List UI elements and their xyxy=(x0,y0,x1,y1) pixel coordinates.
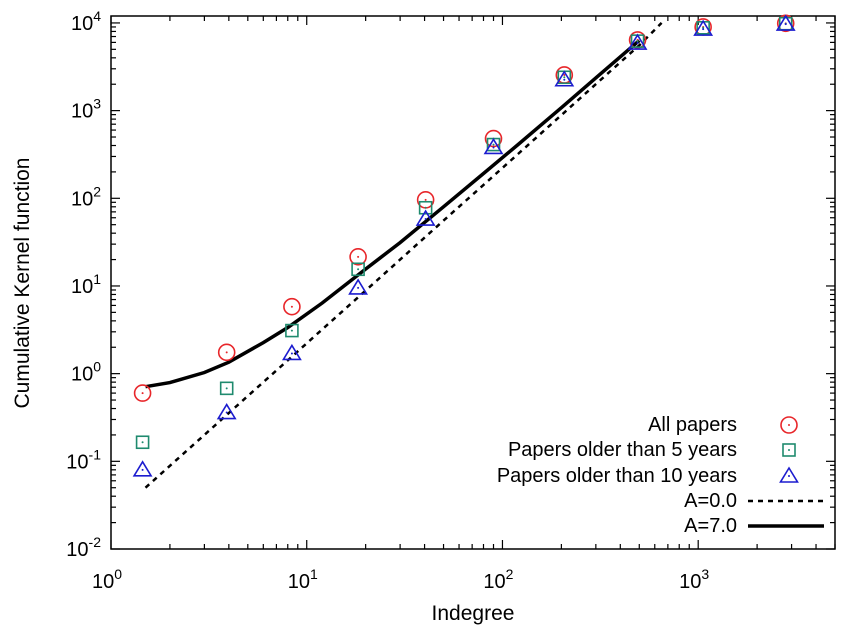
data-point-square xyxy=(135,435,150,450)
data-point-triangle-dot xyxy=(563,78,566,81)
data-point-triangle-dot xyxy=(357,286,360,289)
data-point-triangle-dot xyxy=(636,42,639,45)
data-point-circle-dot xyxy=(141,392,144,395)
x-tick-label: 103 xyxy=(679,566,709,593)
data-point-circle xyxy=(349,248,367,266)
legend-key-circle xyxy=(780,416,798,434)
series-line-a-0-0 xyxy=(144,22,663,489)
y-axis-label: Cumulative Kernel function xyxy=(11,158,34,409)
data-point-triangle xyxy=(554,70,575,87)
data-point-square-dot xyxy=(492,143,495,146)
axis-ticks xyxy=(110,16,836,550)
data-point-circle-dot xyxy=(424,198,427,201)
data-point-triangle-dot xyxy=(141,468,144,471)
y-tick-label: 100 xyxy=(71,359,101,386)
y-tick-label: 10-2 xyxy=(66,534,101,561)
data-point-triangle xyxy=(693,19,714,36)
y-tick-label: 101 xyxy=(71,271,101,298)
data-point-circle xyxy=(283,297,301,316)
data-point-triangle xyxy=(281,343,302,361)
data-point-triangle-dot xyxy=(702,28,705,31)
data-point-triangle xyxy=(216,403,237,420)
data-point-square-dot xyxy=(290,329,293,332)
data-point-triangle-dot xyxy=(492,146,495,149)
data-point-triangle xyxy=(627,33,648,50)
x-axis-label: Indegree xyxy=(432,602,515,625)
x-tick-labels: 100 101 102 103 xyxy=(92,566,709,593)
data-point-triangle-dot xyxy=(784,23,787,26)
y-tick-label: 103 xyxy=(71,96,101,123)
legend: All papers Papers older than 5 years Pap… xyxy=(497,414,824,537)
data-point-square-dot xyxy=(225,387,228,390)
x-tick-label: 101 xyxy=(288,566,318,593)
data-point-triangle-dot xyxy=(225,411,228,414)
data-point-square-dot xyxy=(141,441,144,444)
legend-key-circle-dot xyxy=(788,424,790,426)
data-point-square-dot xyxy=(636,40,639,43)
data-point-triangle-dot xyxy=(424,218,427,221)
data-point-circle-dot xyxy=(563,73,566,76)
data-point-circle-dot xyxy=(357,255,360,258)
legend-label-a7: A=7.0 xyxy=(684,515,737,537)
legend-key-triangle xyxy=(779,466,799,483)
data-point-triangle xyxy=(132,460,153,477)
data-point-square xyxy=(351,262,365,277)
data-point-square xyxy=(285,323,299,338)
y-tick-label: 10-1 xyxy=(66,446,101,473)
fit-lines xyxy=(144,22,663,489)
data-point-triangle-dot xyxy=(290,352,293,355)
legend-key-square-dot xyxy=(788,449,790,451)
data-point-triangle xyxy=(483,137,504,155)
data-point-triangle xyxy=(415,209,436,226)
legend-key-triangle-dot xyxy=(788,475,790,477)
data-point-square xyxy=(418,200,433,215)
x-tick-label: 102 xyxy=(483,566,513,593)
data-point-square-dot xyxy=(563,76,566,79)
legend-label-older-5: Papers older than 5 years xyxy=(508,439,737,461)
data-point-square-dot xyxy=(424,206,427,209)
data-point-square xyxy=(219,381,234,396)
series-line-a-7-0 xyxy=(145,39,641,389)
y-tick-label: 102 xyxy=(71,183,101,210)
x-tick-label: 100 xyxy=(92,566,122,593)
legend-label-a0: A=0.0 xyxy=(684,490,737,512)
y-tick-labels: 10-2 10-1 100 101 102 103 104 xyxy=(66,8,101,561)
legend-label-older-10: Papers older than 10 years xyxy=(497,465,737,487)
plot-frame xyxy=(110,15,836,550)
data-markers xyxy=(132,14,796,477)
legend-keys xyxy=(748,416,824,528)
legend-label-all-papers: All papers xyxy=(648,414,737,436)
data-point-triangle xyxy=(775,14,796,31)
y-tick-label: 104 xyxy=(71,8,101,35)
data-point-circle xyxy=(217,343,236,362)
data-point-circle xyxy=(133,384,152,402)
data-point-triangle xyxy=(348,278,369,295)
data-point-square-dot xyxy=(357,268,360,271)
legend-key-square xyxy=(782,443,796,457)
data-point-circle-dot xyxy=(290,305,293,308)
data-point-circle-dot xyxy=(225,351,228,354)
